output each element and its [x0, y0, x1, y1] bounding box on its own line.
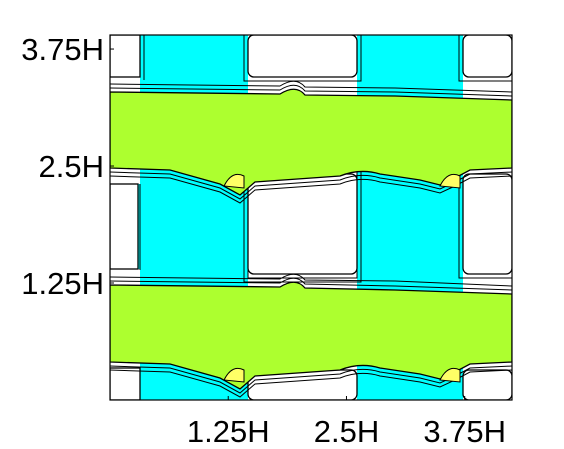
band-contours-upper: [110, 80, 512, 204]
x-tick-label-0: 1.25H: [187, 414, 270, 449]
plot-area: [110, 35, 512, 400]
cell-mid-right: [462, 173, 512, 275]
axis-tick-labels: 1.25H 2.5H 3.75H 1.25H 2.5H 3.75H: [21, 32, 506, 449]
cell-bot-left: [110, 367, 141, 400]
y-tick-label-2: 3.75H: [21, 32, 104, 67]
x-tick-label-2: 3.75H: [423, 414, 506, 449]
cell-top-mid: [247, 35, 358, 78]
pocket-lower-left: [223, 367, 245, 383]
green-band-upper: [110, 88, 512, 196]
axis-ticks: [110, 48, 466, 400]
pocket-upper-right: [439, 173, 461, 189]
pocket-lower-right: [439, 367, 461, 383]
cell-top-right: [462, 35, 512, 78]
x-tick-label-1: 2.5H: [314, 414, 379, 449]
y-tick-label-0: 1.25H: [21, 266, 104, 301]
band-contours-lower: [110, 273, 512, 398]
cell-bot-right: [462, 369, 512, 400]
green-band-lower: [110, 281, 512, 390]
pocket-upper-left: [223, 173, 245, 189]
axes-frame: [109, 34, 513, 401]
y-tick-label-1: 2.5H: [39, 149, 104, 184]
cell-top-left: [110, 35, 141, 78]
cell-mid-left: [110, 183, 139, 270]
